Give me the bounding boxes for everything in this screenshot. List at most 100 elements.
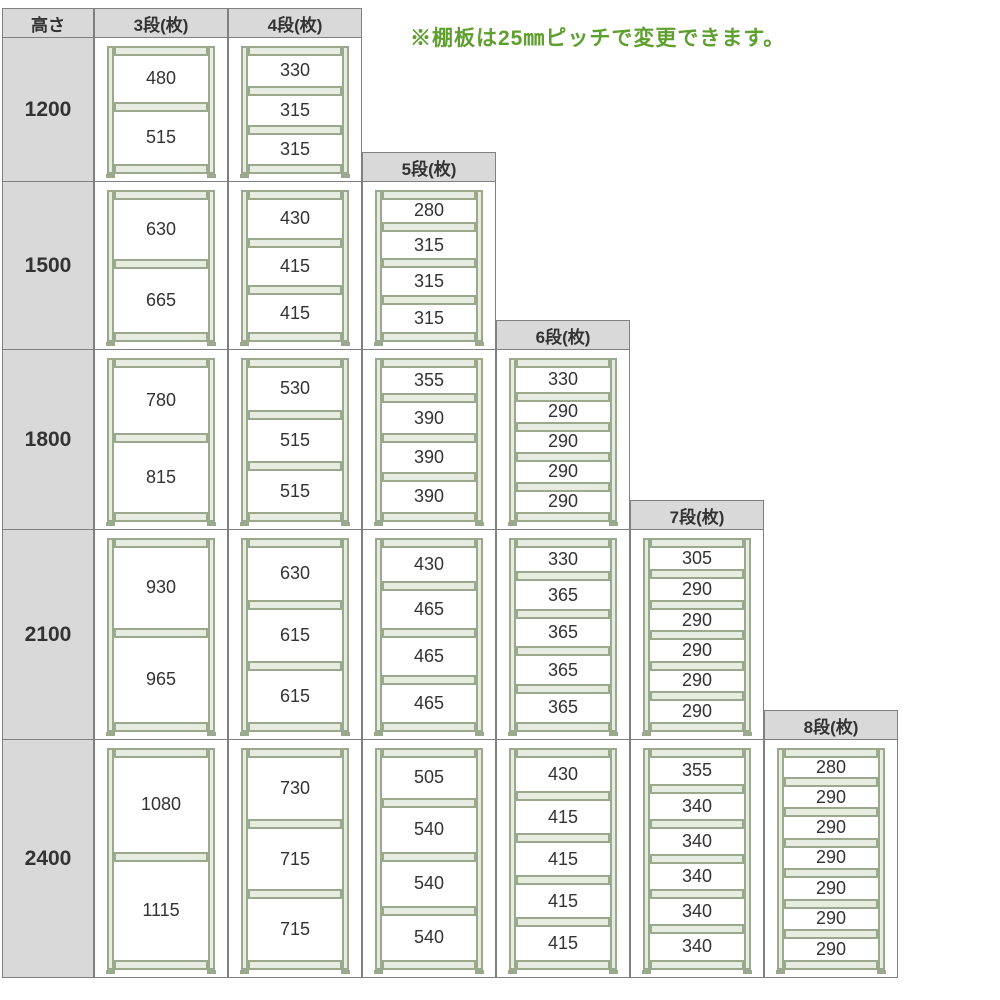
shelf-board (382, 512, 476, 522)
tier-cell: 480515 (94, 38, 228, 182)
height-header: 高さ (2, 8, 94, 38)
tier-cell: 730715715 (228, 740, 362, 978)
post-foot (877, 970, 886, 974)
post-foot (475, 970, 484, 974)
shelf-board (650, 784, 744, 794)
post-foot (609, 522, 618, 526)
shelf-gap-value: 515 (241, 471, 349, 512)
tier-cell: 280290290290290290290 (764, 740, 898, 978)
shelf-board (248, 538, 342, 548)
shelf-board (516, 538, 610, 548)
shelf-diagram: 630615615 (241, 538, 349, 732)
shelf-gap-value: 330 (509, 548, 617, 572)
shelf-diagram: 430465465465 (375, 538, 483, 732)
shelf-gap-value: 365 (509, 619, 617, 647)
shelf-gap-value: 715 (241, 829, 349, 889)
shelf-board (382, 393, 476, 403)
shelf-gap-value: 290 (777, 787, 885, 807)
height-cell-1200: 1200 (2, 38, 94, 182)
shelf-board (114, 190, 208, 200)
shelf-diagram: 10801115 (107, 748, 215, 970)
shelf-diagram: 930965 (107, 538, 215, 732)
shelf-board (114, 164, 208, 174)
shelf-board (382, 358, 476, 368)
shelf-gap-value: 290 (777, 817, 885, 837)
post-foot (508, 970, 517, 974)
shelf-board (248, 600, 342, 610)
shelf-board (114, 512, 208, 522)
shelf-board (650, 924, 744, 934)
shelf-gap-value: 430 (509, 758, 617, 792)
shelf-board (516, 571, 610, 581)
shelf-board (248, 461, 342, 471)
shelf-board (382, 906, 476, 916)
shelf-gap-value: 415 (509, 927, 617, 959)
shelf-gap-value: 465 (375, 685, 483, 722)
shelf-gap-value: 540 (375, 808, 483, 852)
shelf-board (382, 222, 476, 232)
shelf-board (248, 358, 342, 368)
shelf-gap-value: 290 (509, 402, 617, 422)
tier-cell: 780815 (94, 350, 228, 530)
shelf-gap-value: 415 (509, 843, 617, 875)
shelf-board (114, 628, 208, 638)
shelf-board (784, 807, 878, 817)
shelf-board (784, 929, 878, 939)
shelf-board (650, 691, 744, 701)
tier-header: 3段(枚) (94, 8, 228, 38)
shelf-gap-value: 290 (643, 640, 751, 660)
post-foot (475, 522, 484, 526)
tier-cell: 430465465465 (362, 530, 496, 740)
shelf-diagram: 530515515 (241, 358, 349, 522)
shelf-gap-value: 340 (643, 794, 751, 819)
shelf-board (114, 852, 208, 862)
shelf-board (248, 125, 342, 135)
shelf-gap-value: 390 (375, 403, 483, 432)
shelf-board (248, 661, 342, 671)
height-cell-2100: 2100 (2, 530, 94, 740)
shelf-board (650, 819, 744, 829)
post-foot (374, 522, 383, 526)
shelf-diagram: 730715715 (241, 748, 349, 970)
shelf-gap-value: 330 (241, 56, 349, 87)
tier-cell: 330365365365365 (496, 530, 630, 740)
tier-header: 5段(枚) (362, 152, 496, 182)
shelf-gap-value: 315 (375, 232, 483, 259)
shelf-board (650, 600, 744, 610)
post-foot (240, 970, 249, 974)
shelf-board (516, 609, 610, 619)
shelf-board (382, 472, 476, 482)
post-foot (207, 342, 216, 346)
tier-cell: 330315315 (228, 38, 362, 182)
post-foot (374, 970, 383, 974)
tier-header: 7段(枚) (630, 500, 764, 530)
shelf-board (382, 798, 476, 808)
shelf-board (516, 791, 610, 801)
shelf-board (650, 960, 744, 970)
shelf-gap-value: 540 (375, 916, 483, 960)
shelf-board (248, 285, 342, 295)
shelf-gap-value: 290 (643, 579, 751, 599)
shelf-gap-value: 315 (241, 135, 349, 164)
tier-cell: 630665 (94, 182, 228, 350)
shelf-board (114, 960, 208, 970)
shelf-diagram: 330315315 (241, 46, 349, 174)
post-foot (240, 174, 249, 178)
tier-cell: 630615615 (228, 530, 362, 740)
post-foot (106, 732, 115, 736)
shelf-gap-value: 930 (107, 548, 215, 628)
post-foot (609, 732, 618, 736)
tier-cell: 355340340340340340 (630, 740, 764, 978)
shelf-board (114, 433, 208, 443)
post-foot (374, 342, 383, 346)
shelf-gap-value: 340 (643, 864, 751, 889)
shelf-gap-value: 290 (643, 610, 751, 630)
post-foot (106, 970, 115, 974)
post-foot (240, 342, 249, 346)
shelf-board (784, 899, 878, 909)
shelf-board (382, 852, 476, 862)
shelf-gap-value: 630 (241, 548, 349, 600)
shelf-diagram: 355340340340340340 (643, 748, 751, 970)
shelf-board (516, 646, 610, 656)
shelf-gap-value: 315 (375, 305, 483, 332)
